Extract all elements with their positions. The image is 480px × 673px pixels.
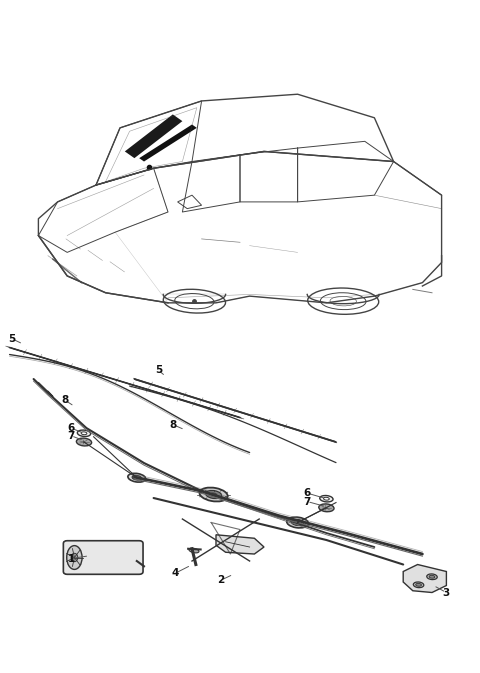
Text: 2: 2	[217, 575, 225, 586]
Ellipse shape	[427, 574, 437, 579]
Ellipse shape	[429, 575, 435, 578]
Polygon shape	[178, 195, 202, 209]
Ellipse shape	[324, 497, 329, 500]
Ellipse shape	[77, 430, 91, 437]
Text: 5: 5	[155, 365, 162, 376]
Text: 4: 4	[171, 568, 179, 578]
Polygon shape	[125, 114, 182, 158]
Ellipse shape	[287, 517, 309, 528]
Text: 1: 1	[67, 554, 75, 563]
FancyBboxPatch shape	[63, 540, 143, 574]
Ellipse shape	[291, 520, 304, 526]
Ellipse shape	[71, 553, 78, 562]
Ellipse shape	[205, 491, 222, 499]
Ellipse shape	[76, 438, 92, 446]
Text: 6: 6	[67, 423, 75, 433]
Polygon shape	[216, 535, 264, 554]
Text: 5: 5	[8, 334, 16, 344]
Ellipse shape	[320, 495, 333, 502]
Ellipse shape	[189, 548, 199, 553]
Ellipse shape	[67, 546, 82, 569]
Text: 8: 8	[169, 419, 177, 429]
Polygon shape	[403, 565, 446, 592]
Ellipse shape	[81, 432, 87, 435]
Text: 8: 8	[61, 395, 69, 405]
Ellipse shape	[416, 583, 421, 586]
Text: 7: 7	[67, 431, 75, 441]
Ellipse shape	[128, 473, 146, 482]
Ellipse shape	[200, 487, 228, 501]
Text: 3: 3	[443, 588, 450, 598]
Ellipse shape	[413, 582, 424, 588]
Text: 6: 6	[303, 488, 311, 498]
Polygon shape	[139, 125, 197, 162]
Text: 7: 7	[303, 497, 311, 507]
Ellipse shape	[210, 493, 217, 496]
Ellipse shape	[319, 504, 334, 511]
Ellipse shape	[132, 475, 142, 480]
